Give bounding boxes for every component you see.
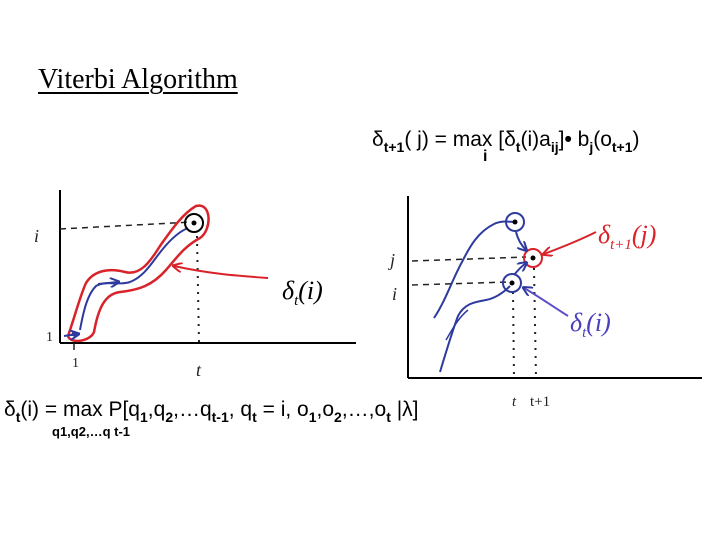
left-delta-label: δt(i) xyxy=(282,276,323,310)
subscript: 1 xyxy=(140,409,148,425)
formula-text: ,…q xyxy=(173,398,212,421)
left-time-t-label: t xyxy=(196,360,202,380)
delta-symbol: δ xyxy=(598,220,611,249)
max-index-label: i xyxy=(483,148,488,165)
formula-text: |λ] xyxy=(390,398,419,421)
left-state-i-label: i xyxy=(34,226,40,246)
formula-text: ] xyxy=(558,128,565,151)
subscript: t xyxy=(386,409,391,425)
formula-text: (i)a xyxy=(520,128,551,151)
right-state-i-guide xyxy=(411,281,509,286)
left-delta-pointer-arrow xyxy=(174,266,269,279)
slide-title: Viterbi Algorithm xyxy=(38,64,238,95)
subscript: 1 xyxy=(308,409,317,425)
left-time-1-label: 1 xyxy=(72,356,79,371)
right-node-delta-t-i-dot xyxy=(509,280,515,286)
left-state-i-guide xyxy=(59,221,193,230)
subscript: t xyxy=(252,409,257,425)
subscript: t-1 xyxy=(211,409,229,425)
bullet-operator: • xyxy=(564,128,572,151)
left-time-t-guide xyxy=(196,235,200,344)
right-delta-next-pointer-arrow xyxy=(544,231,597,254)
subscript: t xyxy=(294,293,299,309)
right-node-delta-t1-j xyxy=(523,248,543,268)
right-blue-path-lower xyxy=(439,285,511,373)
left-start-arrow xyxy=(63,334,78,336)
left-red-path xyxy=(66,204,210,343)
left-blue-path xyxy=(79,227,189,331)
right-transition-arrow-upper xyxy=(515,231,526,250)
formula-text: ,q xyxy=(147,398,166,421)
delta-arg: (i) xyxy=(298,276,323,305)
delta-symbol: δ xyxy=(372,128,384,151)
formula-text: (i) = max P[q xyxy=(20,398,140,421)
definition-formula: δt(i) = max P[q1,q2,…qt-1, qt = i, o1,o2… xyxy=(4,398,419,425)
delta-symbol: δ xyxy=(570,308,583,337)
right-time-t-label: t xyxy=(512,394,517,410)
formula-text: b xyxy=(571,128,590,151)
delta-arg: (i) xyxy=(586,308,611,337)
right-node-upper-dot xyxy=(512,219,518,225)
delta-symbol: δ xyxy=(504,128,516,151)
subscript: t+1 xyxy=(611,139,633,155)
formula-text: ) xyxy=(632,128,640,151)
right-node-delta-t1-j-dot xyxy=(530,255,536,261)
right-delta-next-label: δt+1(j) xyxy=(598,220,656,254)
subscript: 2 xyxy=(334,409,342,425)
right-node-delta-t-i xyxy=(502,273,522,293)
right-state-i-label: i xyxy=(392,284,398,304)
subscript: j xyxy=(589,139,594,155)
subscript: t+1 xyxy=(383,139,405,155)
right-delta-pointer-arrow xyxy=(524,288,569,317)
right-time-t1-label: t+1 xyxy=(530,394,551,410)
right-state-j-label: j xyxy=(390,250,396,270)
left-blue-arrow xyxy=(97,282,118,284)
left-node-dot xyxy=(191,220,197,226)
formula-text: ( j) = max [ xyxy=(404,128,505,151)
formula-text: , q xyxy=(228,398,253,421)
subscript: t xyxy=(515,139,521,155)
right-state-j-guide xyxy=(411,256,527,262)
delta-arg: (j) xyxy=(631,220,657,249)
formula-text: (o xyxy=(593,128,612,151)
right-transition-arrow-lower xyxy=(513,263,526,276)
right-time-t-guide xyxy=(512,291,515,379)
right-node-upper xyxy=(505,212,525,232)
formula-text: ,o xyxy=(316,398,335,421)
delta-symbol: δ xyxy=(282,276,295,305)
max-index-label: q1,q2,…q t-1 xyxy=(52,424,131,439)
subscript: ij xyxy=(550,139,559,155)
recursion-formula: δt+1( j) = max [δt(i)aij]• bj(ot+1) xyxy=(372,128,640,155)
subscript: 2 xyxy=(165,409,174,425)
delta-symbol: δ xyxy=(4,398,16,421)
left-state-1-label: 1 xyxy=(46,330,53,345)
right-blue-path-mid xyxy=(445,309,469,341)
subscript: t xyxy=(15,409,21,425)
left-node-delta-t-i xyxy=(184,213,204,233)
left-graph xyxy=(59,190,356,350)
subscript: t xyxy=(582,325,587,341)
right-time-t1-guide xyxy=(533,267,537,379)
formula-text: = i, o xyxy=(256,398,309,421)
right-graph xyxy=(407,196,702,379)
formula-text: ,…,o xyxy=(341,398,387,421)
right-delta-label: δt(i) xyxy=(570,308,611,342)
subscript: t+1 xyxy=(610,237,632,253)
